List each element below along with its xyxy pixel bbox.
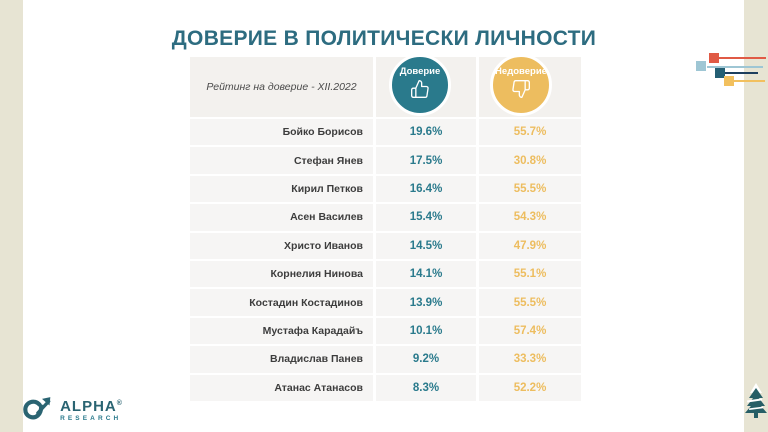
person-name: Стефан Янев bbox=[190, 147, 373, 174]
distrust-value: 55.7% bbox=[479, 119, 581, 146]
trust-value: 16.4% bbox=[376, 175, 476, 203]
deco-square-navy bbox=[715, 68, 725, 78]
trust-value: 8.3% bbox=[376, 374, 476, 401]
table-row: Кирил Петков 16.4% 55.5% bbox=[190, 175, 581, 203]
deco-line-yellow bbox=[734, 80, 765, 82]
distrust-value: 47.9% bbox=[479, 232, 581, 259]
trust-value: 17.5% bbox=[376, 147, 476, 174]
table-row: Атанас Атанасов 8.3% 52.2% bbox=[190, 374, 581, 401]
distrust-value: 30.8% bbox=[479, 147, 581, 174]
distrust-value: 33.3% bbox=[479, 346, 581, 373]
table-row: Стефан Янев 17.5% 30.8% bbox=[190, 147, 581, 174]
person-name: Христо Иванов bbox=[190, 232, 373, 259]
trust-value: 19.6% bbox=[376, 119, 476, 146]
deco-line-red bbox=[718, 57, 766, 59]
thumbs-down-icon bbox=[511, 79, 531, 104]
distrust-value: 57.4% bbox=[479, 317, 581, 345]
person-name: Владислав Панев bbox=[190, 346, 373, 373]
deco-square-red bbox=[709, 53, 719, 63]
trust-column-badge: Доверие bbox=[389, 54, 451, 116]
left-beige-strip bbox=[0, 0, 23, 432]
thumbs-up-icon bbox=[410, 79, 430, 104]
trust-ratings-table: Рейтинг на доверие - XII.2022 Доверие Не… bbox=[190, 54, 581, 403]
table-row: Корнелия Нинова 14.1% 55.1% bbox=[190, 260, 581, 288]
trust-value: 14.5% bbox=[376, 232, 476, 259]
page-title: ДОВЕРИЕ В ПОЛИТИЧЕСКИ ЛИЧНОСТИ bbox=[171, 27, 597, 51]
trust-column-label: Доверие bbox=[399, 66, 441, 77]
person-name: Бойко Борисов bbox=[190, 119, 373, 146]
trust-value: 9.2% bbox=[376, 346, 476, 373]
table-row: Христо Иванов 14.5% 47.9% bbox=[190, 232, 581, 259]
table-row: Бойко Борисов 19.6% 55.7% bbox=[190, 119, 581, 146]
table-row: Асен Василев 15.4% 54.3% bbox=[190, 204, 581, 231]
distrust-value: 55.5% bbox=[479, 175, 581, 203]
distrust-value: 54.3% bbox=[479, 204, 581, 231]
person-name: Кирил Петков bbox=[190, 175, 373, 203]
trust-value: 10.1% bbox=[376, 317, 476, 345]
trust-value: 13.9% bbox=[376, 289, 476, 316]
alpha-logo-icon bbox=[22, 395, 52, 426]
table-body: Бойко Борисов 19.6% 55.7% Стефан Янев 17… bbox=[190, 119, 581, 401]
person-name: Асен Василев bbox=[190, 204, 373, 231]
person-name: Костадин Костадинов bbox=[190, 289, 373, 316]
deco-line-navy bbox=[725, 72, 758, 74]
deco-line-lightblue bbox=[707, 66, 763, 68]
table-row: Владислав Панев 9.2% 33.3% bbox=[190, 346, 581, 373]
table-caption: Рейтинг на доверие - XII.2022 bbox=[206, 81, 357, 93]
distrust-value: 55.1% bbox=[479, 260, 581, 288]
christmas-tree-icon bbox=[743, 382, 768, 425]
person-name: Мустафа Карадайъ bbox=[190, 317, 373, 345]
deco-square-lightblue bbox=[696, 61, 706, 71]
deco-square-yellow bbox=[724, 76, 734, 86]
distrust-column-label: Недоверие bbox=[495, 66, 547, 77]
logo-subtitle: RESEARCH bbox=[60, 414, 122, 422]
trust-value: 15.4% bbox=[376, 204, 476, 231]
distrust-value: 52.2% bbox=[479, 374, 581, 401]
right-beige-strip bbox=[744, 0, 768, 432]
table-row: Костадин Костадинов 13.9% 55.5% bbox=[190, 289, 581, 316]
alpha-research-logo: ALPHA® RESEARCH bbox=[23, 389, 122, 432]
table-header: Рейтинг на доверие - XII.2022 bbox=[190, 57, 581, 117]
trust-value: 14.1% bbox=[376, 260, 476, 288]
distrust-value: 55.5% bbox=[479, 289, 581, 316]
logo-brand: ALPHA® bbox=[60, 397, 123, 415]
distrust-column-badge: Недоверие bbox=[490, 54, 552, 116]
person-name: Атанас Атанасов bbox=[190, 374, 373, 401]
person-name: Корнелия Нинова bbox=[190, 260, 373, 288]
table-row: Мустафа Карадайъ 10.1% 57.4% bbox=[190, 317, 581, 345]
